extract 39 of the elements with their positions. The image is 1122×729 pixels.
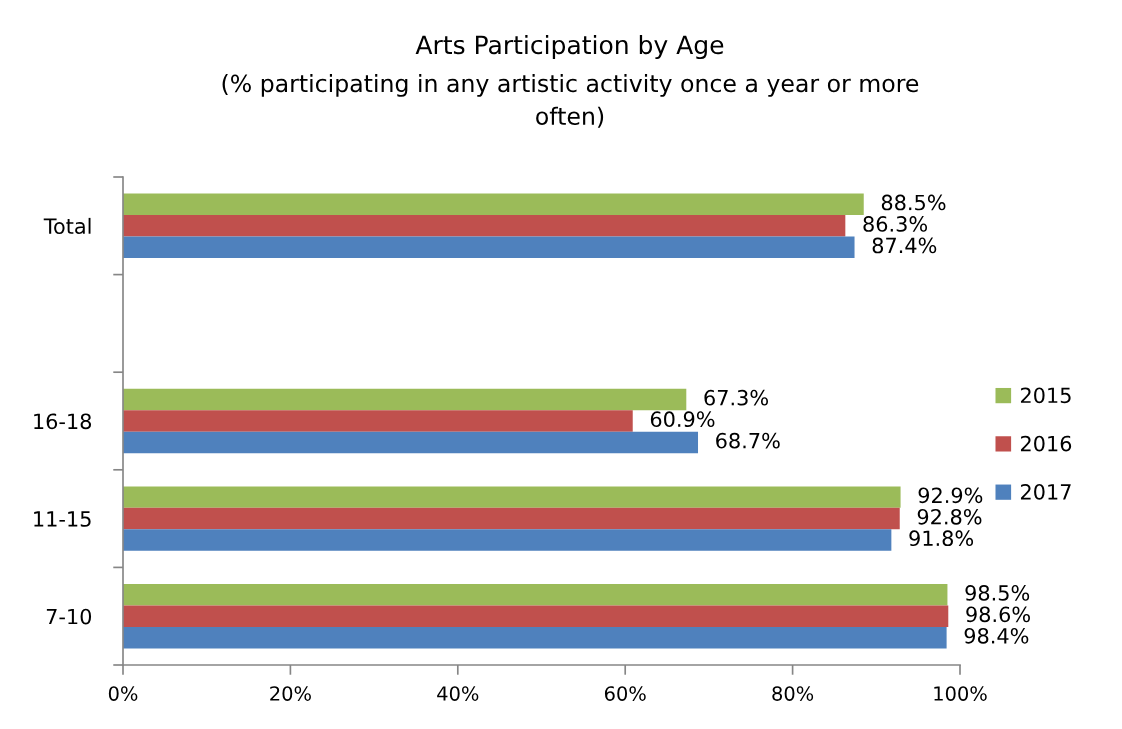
x-tick-label: 20% (270, 686, 311, 701)
data-label: 86.3% (863, 216, 928, 232)
data-label: 88.5% (881, 194, 946, 211)
bar (123, 583, 948, 606)
y-tick-label: Total (43, 217, 91, 235)
y-tick-label: 11-15 (34, 511, 91, 527)
bar (123, 486, 901, 508)
legend-label: 2015 (1020, 387, 1071, 404)
legend-label: 2017 (1020, 483, 1071, 500)
bar (123, 507, 900, 530)
bar (123, 388, 687, 411)
data-label: 98.4% (964, 627, 1029, 644)
bar (123, 193, 864, 216)
bar (123, 605, 949, 627)
bar (123, 626, 947, 649)
x-tick-label: 80% (772, 686, 814, 701)
bar (123, 529, 892, 551)
data-label: 98.6% (966, 606, 1030, 623)
y-tick-label: 7-10 (46, 608, 92, 625)
chart-subtitle: (% participating in any artistic activity once a year or more often) (222, 74, 919, 128)
bar (123, 236, 855, 259)
data-label: 92.9% (918, 487, 983, 504)
x-tick-label: 100% (934, 686, 987, 701)
x-tick-label: 40% (437, 686, 479, 701)
legend-label: 2016 (1020, 435, 1072, 452)
data-label: 98.5% (965, 585, 1030, 601)
y-tick-label: 16-18 (34, 413, 92, 430)
data-label: 92.8% (917, 508, 982, 525)
data-label: 91.8% (909, 530, 974, 547)
bar (123, 410, 633, 432)
data-label: 68.7% (716, 432, 780, 449)
bar (123, 215, 846, 237)
x-tick-label: 60% (604, 686, 646, 701)
bar (123, 431, 699, 454)
data-label: 67.3% (704, 389, 768, 406)
data-label: 60.9% (650, 411, 715, 428)
x-tick-label: 0% (108, 686, 138, 701)
chart-title: Arts Participation by Age (415, 34, 724, 60)
data-label: 87.4% (872, 237, 937, 254)
